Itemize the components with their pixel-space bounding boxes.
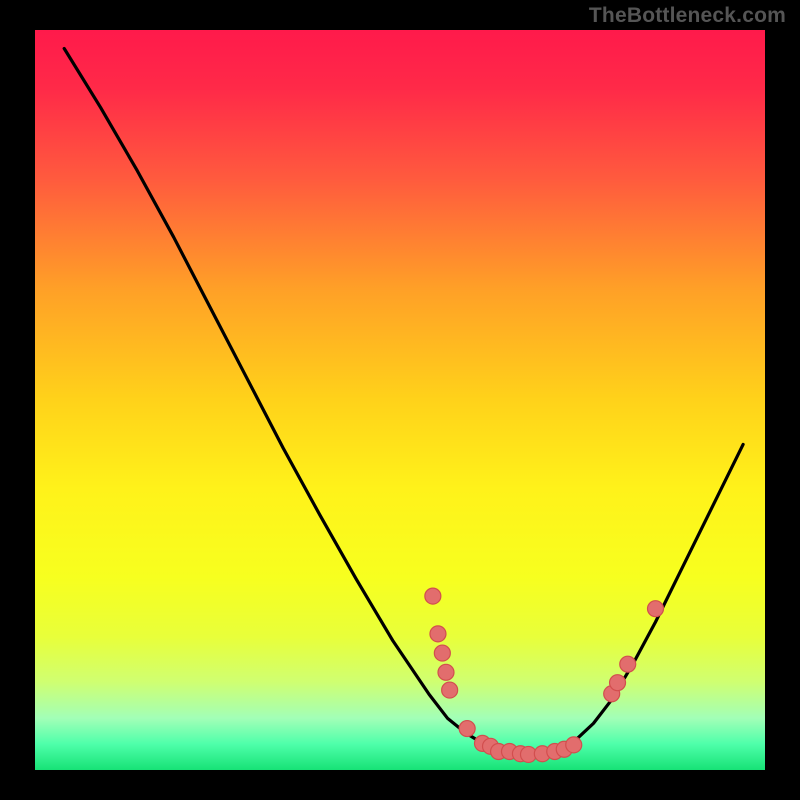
data-marker — [434, 645, 450, 661]
data-marker — [648, 601, 664, 617]
data-marker — [610, 675, 626, 691]
data-marker — [459, 721, 475, 737]
chart-plot-area — [35, 30, 765, 770]
data-marker — [442, 682, 458, 698]
data-marker — [425, 588, 441, 604]
data-marker — [438, 664, 454, 680]
data-marker — [620, 656, 636, 672]
data-marker — [566, 737, 582, 753]
data-marker — [430, 626, 446, 642]
watermark-text: TheBottleneck.com — [589, 4, 786, 28]
chart-overlay — [35, 30, 765, 770]
curve-line — [64, 49, 743, 754]
